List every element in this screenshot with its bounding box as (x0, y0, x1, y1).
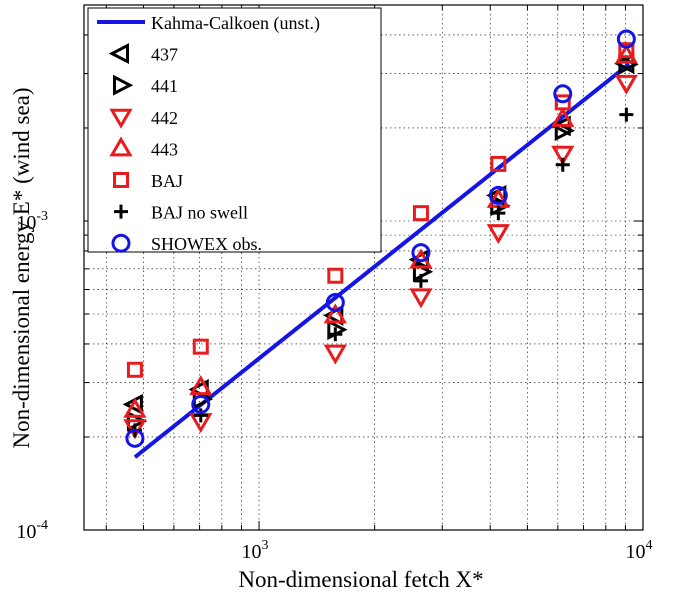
legend-label: BAJ (151, 171, 183, 191)
data-point (123, 397, 147, 418)
legend-marker (113, 172, 129, 188)
data-point (328, 327, 343, 342)
legend-entry-showex-obs: SHOWEX obs. (111, 233, 262, 254)
legend-entry-baj: BAJ (113, 171, 183, 191)
data-point (551, 145, 575, 166)
data-point (323, 344, 347, 365)
y-tick-label: 10-3 (16, 209, 48, 234)
data-point (126, 361, 143, 378)
x-tick-label: 104 (626, 538, 653, 563)
data-point (192, 338, 209, 355)
legend-entry-441: 441 (113, 74, 178, 96)
data-point (614, 43, 638, 64)
legend-label: 443 (151, 139, 178, 159)
legend-entry-442: 442 (109, 108, 178, 129)
legend-marker (114, 204, 128, 219)
legend-entry-baj-no-swell: BAJ no swell (114, 203, 248, 223)
data-point (488, 185, 508, 205)
data-point (486, 224, 510, 245)
data-point (412, 205, 429, 222)
x-axis-label: Non-dimensional fetch X* (238, 567, 483, 592)
legend-label: 442 (151, 108, 178, 128)
data-point (409, 288, 433, 309)
legend-entry-kahma-calkoen-unst: Kahma-Calkoen (unst.) (97, 13, 320, 34)
series-baj (126, 42, 635, 378)
legend-marker (108, 43, 129, 65)
data-point (411, 243, 431, 263)
y-tick-label: 10-4 (16, 518, 48, 543)
data-point (490, 155, 507, 172)
tick-labels: 103 104 10-4 10-3 (16, 209, 652, 563)
series-kahma-calkoen-unst (133, 62, 631, 459)
legend-marker (109, 136, 133, 157)
data-point (191, 394, 211, 414)
data-point (614, 74, 638, 95)
data-point (325, 292, 345, 312)
legend-label: BAJ no swell (151, 203, 248, 223)
data-point (413, 273, 428, 288)
legend-marker (111, 233, 131, 253)
data-point (193, 408, 208, 423)
data-point (491, 206, 506, 221)
data-point (189, 375, 213, 396)
data-point (618, 42, 635, 59)
data-point (551, 106, 575, 127)
data-point (618, 54, 639, 75)
plot-area-border (83, 4, 644, 531)
legend-box (87, 7, 382, 253)
legend-entry-437: 437 (108, 43, 178, 65)
data-point (619, 107, 634, 122)
legend: Kahma-Calkoen (unst.) 437 441 442 443 BAJ BAJ … (87, 7, 382, 254)
data-point (123, 419, 147, 440)
data-point (327, 267, 344, 284)
legend-marker (113, 74, 134, 96)
data-point (554, 94, 571, 111)
data-point (555, 157, 570, 172)
series-showex-obs (125, 29, 636, 448)
legend-label: SHOWEX obs. (151, 234, 262, 254)
legend-label: 437 (151, 45, 178, 65)
plot-frame (83, 4, 644, 531)
legend-label: Kahma-Calkoen (unst.) (151, 13, 320, 34)
legend-entry-443: 443 (109, 136, 178, 159)
fit-line (133, 62, 631, 459)
data-point (553, 84, 573, 104)
data-point (323, 303, 347, 324)
series-442 (123, 74, 638, 440)
data-series (122, 29, 639, 459)
legend-marker (109, 108, 133, 129)
data-point (125, 428, 145, 448)
y-axis-label: Non-dimensional energy E* (wind sea) (9, 87, 34, 448)
legend-label: 441 (151, 76, 178, 96)
data-point (616, 29, 636, 49)
x-tick-label: 103 (242, 538, 269, 563)
